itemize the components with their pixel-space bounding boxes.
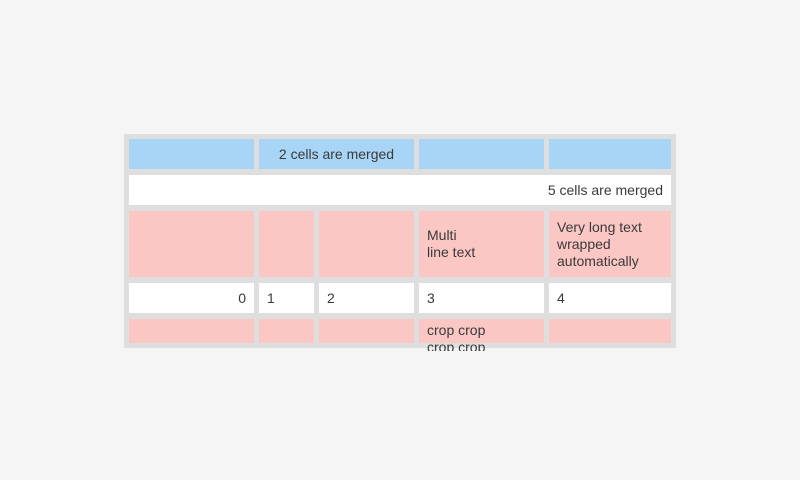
cropped-text: crop crop crop crop — [427, 322, 486, 351]
wrapped-text: Very long text wrapped automatically — [557, 218, 642, 269]
pink-cell-r3c1 — [129, 211, 254, 277]
number-cell-0: 0 — [129, 283, 254, 313]
pink-cell-r5c3 — [319, 319, 414, 343]
pink-cell-r5c2 — [259, 319, 314, 343]
number-cell-4: 4 — [549, 283, 671, 313]
blue-header-cell-5 — [549, 139, 671, 169]
pink-cell-r5c5 — [549, 319, 671, 343]
table-widget: 2 cells are merged 5 cells are merged Mu… — [124, 134, 676, 351]
number-cell-2: 2 — [319, 283, 414, 313]
blue-header-cell-1 — [129, 139, 254, 169]
pink-cell-r5c1 — [129, 319, 254, 343]
pink-cell-r3c2 — [259, 211, 314, 277]
number-cell-3: 3 — [419, 283, 544, 313]
merged-5-cells: 5 cells are merged — [129, 175, 671, 205]
table-grid: 2 cells are merged 5 cells are merged Mu… — [129, 139, 671, 351]
pink-cell-r3c3 — [319, 211, 414, 277]
number-cell-1: 1 — [259, 283, 314, 313]
blue-header-cell-4 — [419, 139, 544, 169]
cropped-text-cell: crop crop crop crop — [419, 319, 544, 351]
merged-2-cells: 2 cells are merged — [259, 139, 414, 169]
multi-line-cell: Multi line text — [419, 211, 544, 277]
multi-line-text: Multi line text — [427, 227, 476, 260]
wrapped-text-cell: Very long text wrapped automatically — [549, 211, 671, 277]
